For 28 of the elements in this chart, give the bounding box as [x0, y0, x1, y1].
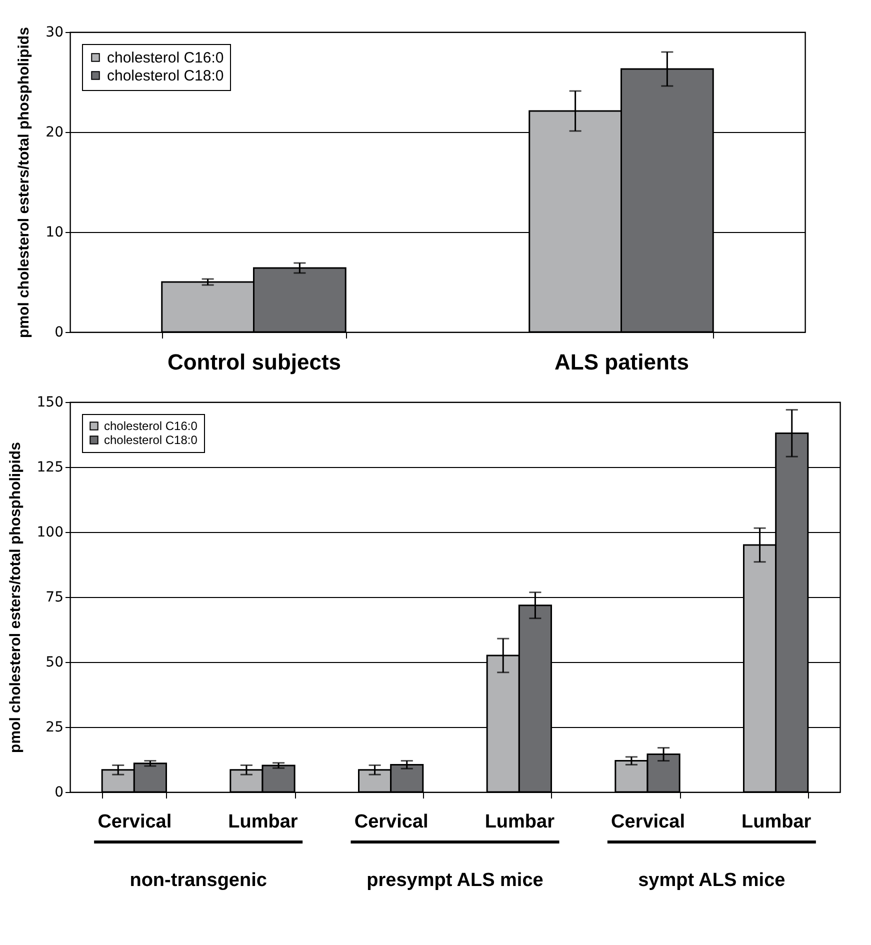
y-axis-title: pmol cholesterol esters/total phospholipids	[6, 442, 24, 753]
x-tick-label: ALS patients	[554, 350, 689, 374]
legend-label: cholesterol C16:0	[107, 50, 224, 66]
y-tick-label: 75	[46, 590, 64, 606]
x-tick-label: Lumbar	[741, 812, 812, 832]
y-tick-label: 150	[36, 394, 64, 410]
y-tick-label: 25	[46, 720, 64, 736]
y-tick-label: 0	[54, 784, 64, 800]
y-tick-label: 10	[46, 224, 64, 240]
x-tick-label: Cervical	[354, 812, 428, 832]
text: sympt ALS mice	[638, 870, 786, 891]
legend-label: cholesterol C16:0	[104, 419, 198, 433]
x-tick-label: Cervical	[611, 812, 685, 832]
y-tick-label: 50	[46, 654, 64, 670]
text: non-transgenic	[130, 870, 268, 891]
legend-label: cholesterol C18:0	[107, 68, 224, 84]
y-tick-label: 125	[36, 460, 64, 476]
y-tick-label: 100	[36, 524, 64, 540]
x-tick-label: Lumbar	[228, 812, 298, 832]
text: presympt ALS mice	[366, 870, 544, 891]
y-tick-label: 0	[54, 324, 64, 340]
y-axis-title: pmol cholesterol esters/total phospholipids	[16, 27, 33, 338]
x-tick-label: Lumbar	[484, 812, 556, 832]
legend-label: cholesterol C18:0	[104, 433, 198, 447]
x-tick-label: Cervical	[98, 812, 172, 832]
x-tick-label: Control subjects	[167, 350, 342, 374]
y-tick-label: 20	[46, 124, 64, 140]
y-tick-label: 30	[46, 24, 64, 40]
